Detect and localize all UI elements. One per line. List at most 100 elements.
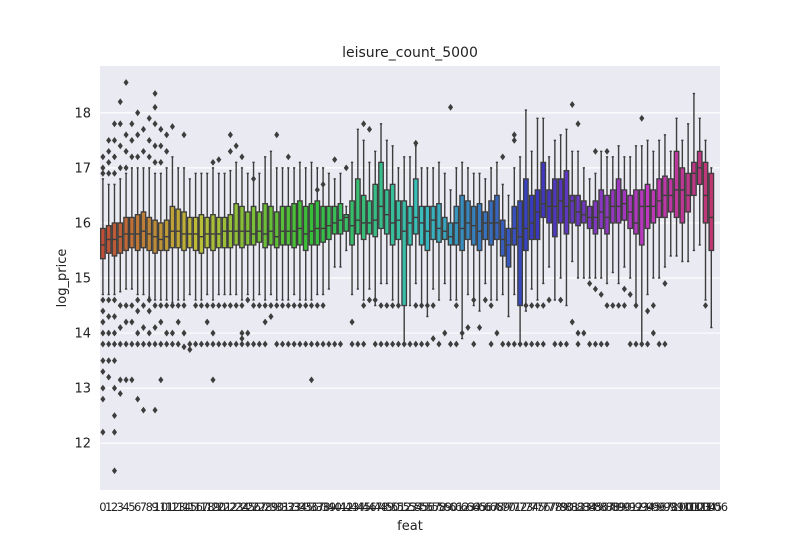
outlier-point (140, 340, 147, 348)
outlier-point (314, 186, 320, 194)
outlier-point (106, 329, 112, 337)
x-axis-label: feat (397, 519, 423, 534)
box-27 (256, 172, 263, 348)
x-tick-label: 75 (530, 500, 545, 514)
x-tick-label: 74 (524, 500, 539, 514)
box-iqr (99, 227, 106, 260)
outlier-point (100, 428, 106, 436)
outlier-point (702, 302, 709, 309)
outlier-point (575, 329, 581, 337)
x-tick-label: 55 (414, 500, 429, 514)
outlier-point (129, 120, 135, 128)
outlier-point (100, 169, 106, 177)
outlier-point (361, 340, 367, 348)
outlier-point (222, 340, 228, 348)
y-tick-label: 13 (74, 382, 91, 397)
x-tick-label: 81 (565, 500, 580, 514)
outlier-point (303, 340, 309, 348)
box-10 (157, 125, 164, 384)
box-31 (279, 167, 286, 348)
outlier-point (106, 373, 112, 381)
outlier-point (523, 302, 529, 309)
x-tick-label: 23 (229, 500, 244, 514)
outlier-point (262, 318, 268, 326)
box-iqr (233, 203, 240, 246)
box-iqr (505, 227, 512, 268)
outlier-point (662, 340, 668, 348)
outlier-point (505, 340, 512, 348)
outlier-point (349, 340, 355, 348)
outlier-point (210, 329, 216, 337)
outlier-point (216, 302, 222, 309)
outlier-point (355, 340, 361, 348)
box-93 (638, 114, 645, 348)
outlier-point (598, 340, 604, 348)
outlier-point (106, 136, 112, 144)
outlier-point (152, 158, 158, 166)
outlier-point (100, 153, 106, 161)
outlier-point (268, 313, 274, 320)
box-iqr (691, 161, 697, 197)
x-tick-label: 102 (683, 500, 705, 514)
box-iqr (598, 189, 605, 230)
outlier-point (169, 123, 175, 130)
outlier-point (239, 340, 245, 348)
box-iqr (569, 194, 576, 224)
outlier-point (239, 335, 245, 342)
outlier-point (633, 340, 639, 348)
box-iqr (134, 214, 141, 252)
box-iqr (656, 178, 663, 219)
box-104 (702, 139, 709, 309)
outlier-point (285, 302, 291, 309)
x-tick-label: 5 (128, 500, 135, 514)
box-iqr (117, 222, 124, 254)
outlier-point (135, 340, 141, 348)
x-tick-label: 64 (466, 500, 481, 514)
outlier-point (204, 340, 210, 348)
x-tick-label: 63 (461, 500, 476, 514)
outlier-point (193, 302, 199, 309)
box-iqr (331, 205, 338, 235)
box-iqr (494, 194, 500, 241)
x-tick-label: 15 (182, 500, 197, 514)
outlier-point (529, 340, 535, 348)
outlier-point (100, 164, 106, 172)
outlier-point (135, 153, 141, 161)
box-71 (511, 131, 518, 348)
outlier-point (511, 136, 517, 144)
box-iqr (580, 200, 587, 224)
box-iqr (638, 189, 645, 246)
outlier-point (117, 324, 123, 331)
x-tick-label: 35 (298, 500, 313, 514)
outlier-point (523, 340, 529, 348)
box-81 (569, 101, 576, 326)
outlier-point (216, 156, 222, 164)
x-tick-label: 7 (140, 500, 147, 514)
outlier-point (413, 302, 419, 309)
outlier-point (111, 428, 118, 436)
x-tick-label: 34 (293, 500, 308, 514)
outlier-point (395, 302, 401, 309)
outlier-point (627, 340, 633, 348)
box-6 (134, 109, 141, 403)
outlier-point (135, 307, 141, 315)
x-tick-label: 70 (501, 500, 516, 514)
box-36 (308, 161, 315, 384)
outlier-point (158, 340, 164, 348)
box-iqr (708, 172, 715, 252)
box-iqr (685, 172, 692, 213)
box-iqr (563, 169, 570, 235)
box-iqr (378, 161, 384, 230)
outlier-point (645, 307, 651, 315)
box-iqr (679, 167, 686, 224)
outlier-point (152, 90, 158, 97)
box-iqr (256, 211, 263, 243)
outlier-point (146, 114, 152, 122)
box-105 (708, 167, 715, 329)
box-4 (123, 79, 129, 384)
box-26 (250, 161, 257, 348)
outlier-point (604, 147, 610, 155)
outlier-point (140, 406, 147, 414)
x-tick-label: 104 (695, 500, 717, 514)
outlier-point (100, 384, 106, 392)
